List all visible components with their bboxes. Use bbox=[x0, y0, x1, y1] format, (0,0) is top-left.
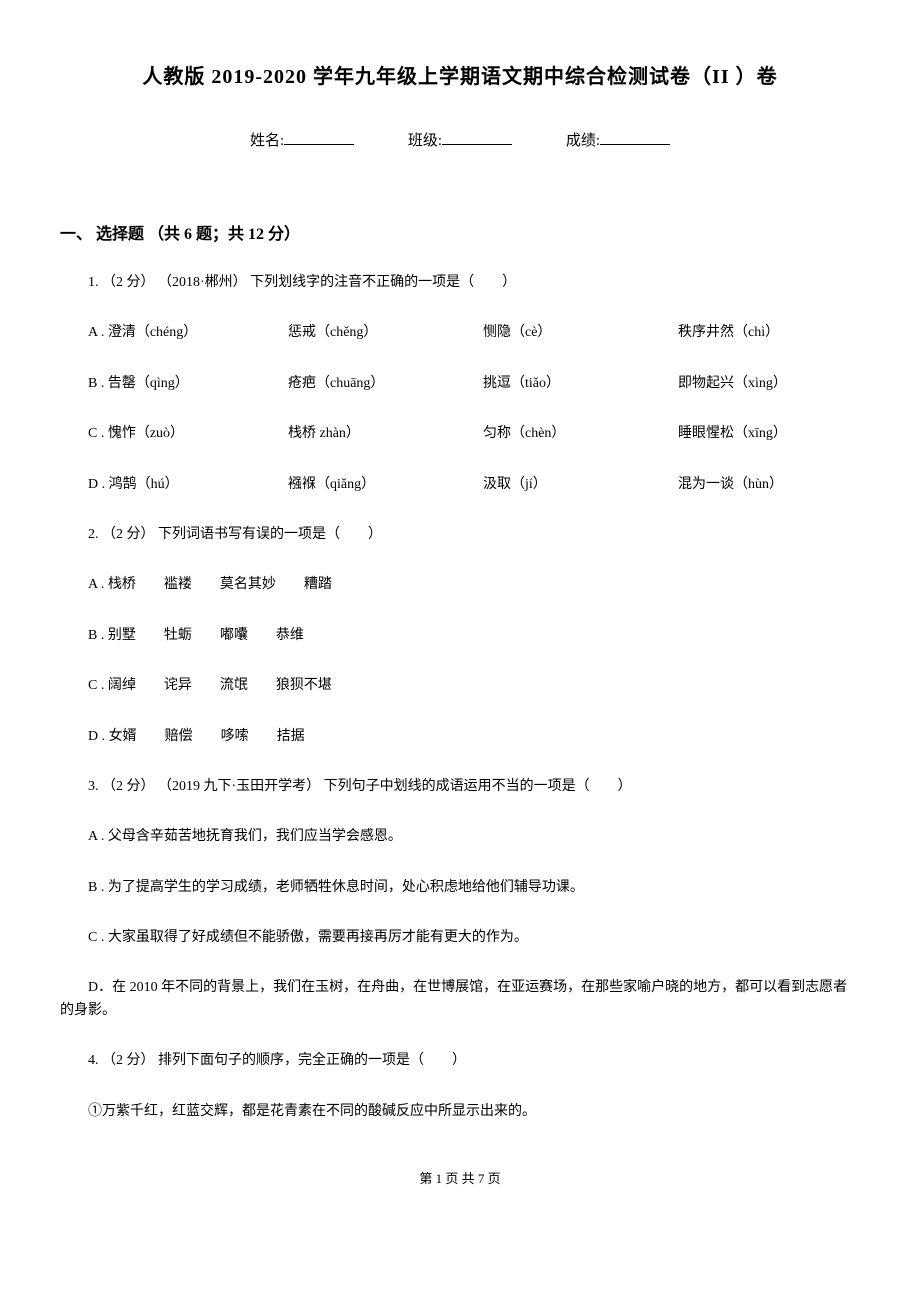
name-blank bbox=[284, 144, 354, 145]
q1-option-b: B . 告罄（qìng） 疮疤（chuāng） 挑逗（tiǎo） 即物起兴（xì… bbox=[60, 373, 860, 395]
q1-a3: 恻隐（cè） bbox=[483, 322, 678, 344]
q2-option-c: C . 阔绰 诧异 流氓 狼狈不堪 bbox=[60, 675, 860, 697]
q3-stem: 3. （2 分） （2019 九下·玉田开学考） 下列句子中划线的成语运用不当的… bbox=[60, 776, 860, 798]
name-label: 姓名: bbox=[250, 129, 284, 150]
q1-a4: 秩序井然（chì） bbox=[678, 322, 779, 344]
q3-option-b: B . 为了提高学生的学习成绩，老师牺牲休息时间，处心积虑地给他们辅导功课。 bbox=[60, 877, 860, 899]
q1-c3: 匀称（chèn） bbox=[483, 423, 678, 445]
class-label: 班级: bbox=[408, 129, 442, 150]
q2-option-b: B . 别墅 牡蛎 嘟囔 恭维 bbox=[60, 625, 860, 647]
q4-stem: 4. （2 分） 排列下面句子的顺序，完全正确的一项是（ ） bbox=[60, 1050, 860, 1072]
q1-c4: 睡眼惺松（xīng） bbox=[678, 423, 787, 445]
q4-line1: ①万紫千红，红蓝交辉，都是花青素在不同的酸碱反应中所显示出来的。 bbox=[60, 1101, 860, 1123]
q2-option-d: D . 女婿 赔偿 哆嗦 拮据 bbox=[60, 726, 860, 748]
q3-option-d: D．在 2010 年不同的背景上，我们在玉树，在舟曲，在世博展馆，在亚运赛场，在… bbox=[60, 977, 860, 1022]
q1-d1: D . 鸿鹄（hú） bbox=[88, 474, 288, 496]
q1-c1: C . 愧怍（zuò） bbox=[88, 423, 288, 445]
q3-option-a: A . 父母含辛茹苦地抚育我们，我们应当学会感恩。 bbox=[60, 826, 860, 848]
q1-b1: B . 告罄（qìng） bbox=[88, 373, 288, 395]
q1-d3: 汲取（jí） bbox=[483, 474, 678, 496]
q1-option-a: A . 澄清（chéng） 惩戒（chěng） 恻隐（cè） 秩序井然（chì） bbox=[60, 322, 860, 344]
q1-b4: 即物起兴（xìng） bbox=[678, 373, 787, 395]
score-blank bbox=[600, 144, 670, 145]
q1-option-c: C . 愧怍（zuò） 栈桥 zhàn） 匀称（chèn） 睡眼惺松（xīng） bbox=[60, 423, 860, 445]
q1-option-d: D . 鸿鹄（hú） 襁褓（qiǎng） 汲取（jí） 混为一谈（hùn） bbox=[60, 474, 860, 496]
q1-d4: 混为一谈（hùn） bbox=[678, 474, 783, 496]
q1-d2: 襁褓（qiǎng） bbox=[288, 474, 483, 496]
q1-b2: 疮疤（chuāng） bbox=[288, 373, 483, 395]
q1-b3: 挑逗（tiǎo） bbox=[483, 373, 678, 395]
q1-stem: 1. （2 分） （2018·郴州） 下列划线字的注音不正确的一项是（ ） bbox=[60, 272, 860, 294]
page-title: 人教版 2019-2020 学年九年级上学期语文期中综合检测试卷（II ）卷 bbox=[60, 60, 860, 89]
q1-a1: A . 澄清（chéng） bbox=[88, 322, 288, 344]
class-blank bbox=[442, 144, 512, 145]
q3-option-c: C . 大家虽取得了好成绩但不能骄傲，需要再接再厉才能有更大的作为。 bbox=[60, 927, 860, 949]
q2-stem: 2. （2 分） 下列词语书写有误的一项是（ ） bbox=[60, 524, 860, 546]
student-info-row: 姓名: 班级: 成绩: bbox=[60, 129, 860, 150]
q1-c2: 栈桥 zhàn） bbox=[288, 423, 483, 445]
score-label: 成绩: bbox=[566, 129, 600, 150]
section-1-header: 一、 选择题 （共 6 题；共 12 分） bbox=[60, 220, 860, 244]
q1-a2: 惩戒（chěng） bbox=[288, 322, 483, 344]
page-footer: 第 1 页 共 7 页 bbox=[60, 1168, 860, 1187]
q2-option-a: A . 栈桥 褴褛 莫名其妙 糟踏 bbox=[60, 574, 860, 596]
